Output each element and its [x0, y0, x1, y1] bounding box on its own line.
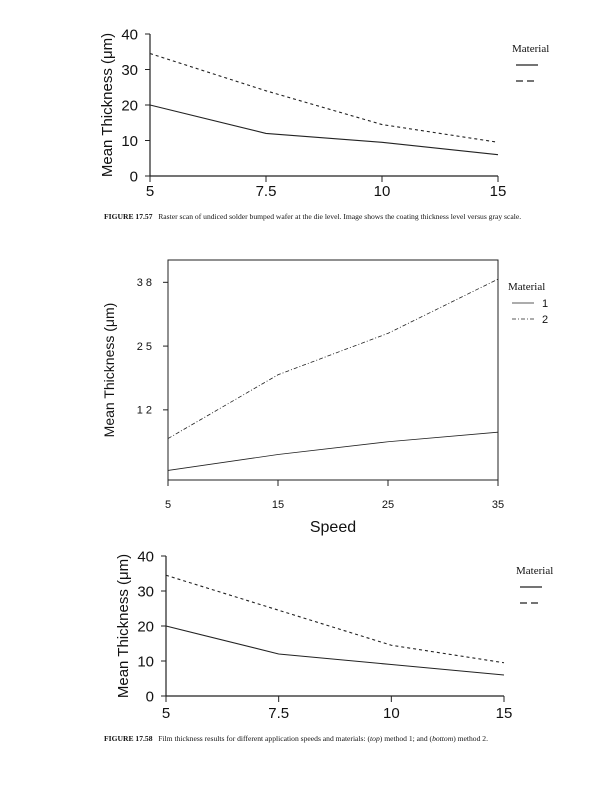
y-axis-title: Mean Thickness (μm) — [99, 33, 116, 177]
figure-17-58-label: FIGURE 17.58 — [104, 734, 153, 743]
y-tick-label: 3 8 — [137, 277, 152, 289]
chart-svg-bottom: 0 10 20 30 40 5 7.5 10 15 Mean Thickness (μm) Mate… — [115, 548, 553, 722]
y-tick-label: 20 — [137, 618, 154, 635]
y-tick-label: 0 — [130, 168, 138, 185]
series-line-1 — [149, 104, 499, 156]
x-tick-label: 5 — [162, 705, 170, 722]
y-tick-label: 30 — [121, 62, 138, 79]
y-tick-label: 1 2 — [137, 405, 152, 417]
y-tick-label: 40 — [137, 548, 154, 565]
legend-label-2: 2 — [542, 314, 548, 326]
x-tick-label: 7.5 — [256, 183, 277, 200]
legend-title: Material — [512, 43, 549, 55]
figure-17-57-text: Raster scan of undiced solder bumped waf… — [158, 212, 522, 221]
x-tick-label: 5 — [146, 183, 154, 200]
legend-title: Material — [516, 565, 553, 577]
series-line-2 — [167, 278, 499, 439]
series-line-2 — [149, 53, 499, 143]
x-axis-title: Speed — [310, 519, 356, 536]
figure-17-58-text-b: ) method 1; and ( — [379, 734, 433, 743]
x-tick-label: 5 — [165, 499, 171, 511]
series-line-2 — [165, 574, 505, 664]
figure-17-58-caption: FIGURE 17.58 Film thickness results for … — [104, 734, 564, 744]
chart-method-2-bottom: 0 10 20 30 40 5 7.5 10 15 Mean Thickness (μm) Mate… — [0, 542, 597, 732]
y-tick-label: 30 — [137, 583, 154, 600]
chart-svg-middle: 1 2 2 5 3 8 5 15 25 35 Mean Thickness (μm) Speed… — [101, 259, 548, 536]
figure-17-58-top: top — [370, 734, 380, 743]
legend-title: Material — [508, 281, 545, 293]
figure-17-57-label: FIGURE 17.57 — [104, 212, 153, 221]
chart-method-1-top: 0 10 20 30 40 5 7.5 10 15 Mean Thickness (μm) Mate… — [0, 20, 597, 210]
x-tick-label: 15 — [496, 705, 513, 722]
y-tick-label: 10 — [137, 653, 154, 670]
x-tick-label: 15 — [272, 499, 284, 511]
y-tick-label: 10 — [121, 133, 138, 150]
y-tick-label: 2 5 — [137, 341, 152, 353]
x-tick-label: 10 — [374, 183, 391, 200]
plot-frame — [167, 259, 499, 481]
figure-17-57-caption: FIGURE 17.57 Raster scan of undiced sold… — [104, 212, 564, 222]
x-tick-label: 35 — [492, 499, 504, 511]
x-tick-label: 7.5 — [268, 705, 289, 722]
x-tick-label: 10 — [383, 705, 400, 722]
series-line-1 — [165, 625, 505, 676]
y-axis-title: Mean Thickness (μm) — [115, 554, 132, 698]
y-axis-title: Mean Thickness (μm) — [101, 303, 117, 438]
chart-speed-middle: 1 2 2 5 3 8 5 15 25 35 Mean Thickness (μm) Speed… — [0, 250, 597, 540]
legend-label-1: 1 — [542, 298, 548, 310]
x-tick-label: 15 — [490, 183, 507, 200]
y-tick-label: 40 — [121, 26, 138, 43]
x-tick-label: 25 — [382, 499, 394, 511]
y-tick-label: 20 — [121, 97, 138, 114]
y-tick-label: 0 — [146, 688, 154, 705]
figure-17-58-bottom: bottom — [432, 734, 454, 743]
figure-17-58-text-a: Film thickness results for different app… — [158, 734, 371, 743]
series-line-1 — [167, 431, 499, 471]
chart-svg-top: 0 10 20 30 40 5 7.5 10 15 Mean Thickness (μm) Mate… — [99, 26, 549, 200]
figure-17-58-text-c: ) method 2. — [453, 734, 488, 743]
